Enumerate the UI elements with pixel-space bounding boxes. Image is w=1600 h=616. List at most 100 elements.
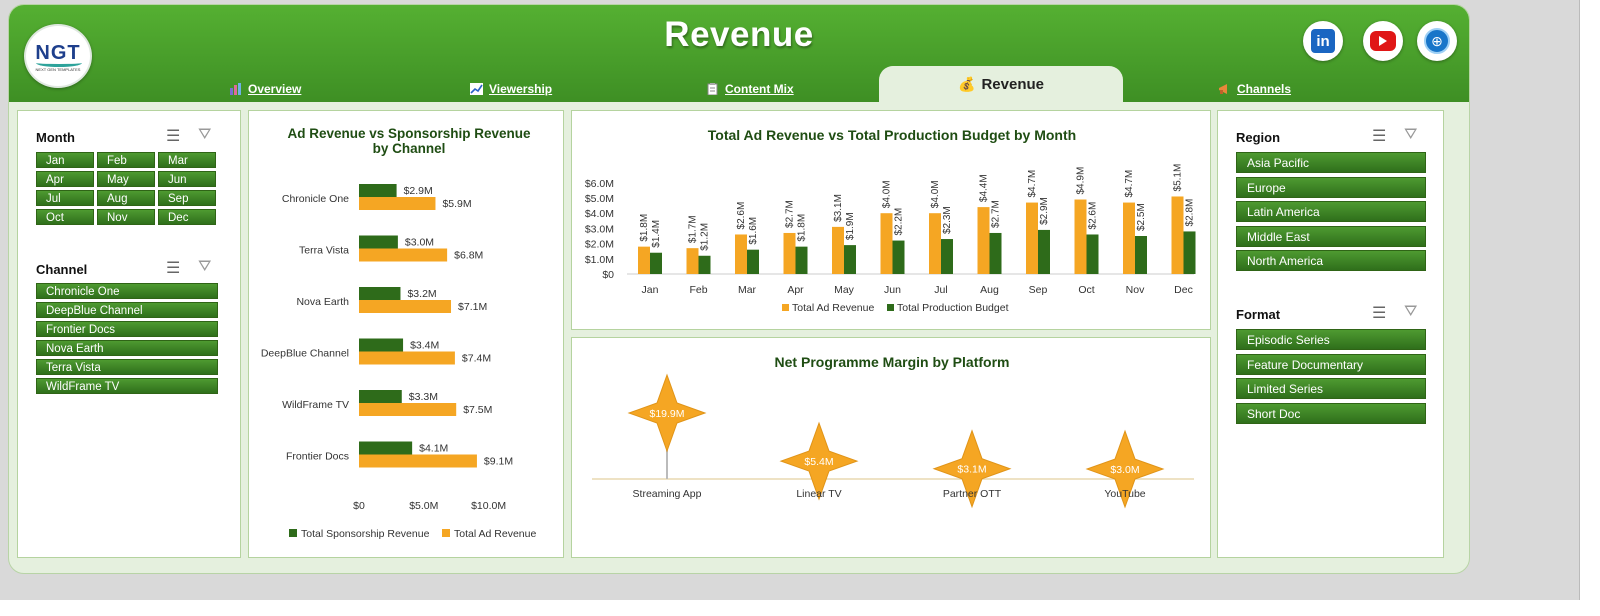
channel-revenue-chart-panel: Ad Revenue vs Sponsorship Revenue by Cha… <box>248 110 564 558</box>
bar-chart-icon <box>230 83 241 95</box>
logo-subtext: NEXT GEN TEMPLATES <box>35 67 81 72</box>
month-button-jan[interactable]: Jan <box>36 152 94 168</box>
budget-column <box>747 249 759 274</box>
data-label: $7.4M <box>462 353 491 365</box>
star-marker <box>779 421 859 501</box>
channel-button[interactable]: DeepBlue Channel <box>36 302 218 318</box>
youtube-button[interactable] <box>1363 21 1403 61</box>
megaphone-icon <box>1219 84 1227 94</box>
ad-revenue-column <box>1026 202 1038 274</box>
region-button[interactable]: Middle East <box>1236 225 1426 247</box>
format-button[interactable]: Feature Documentary <box>1236 353 1426 375</box>
month-button-feb[interactable]: Feb <box>97 152 155 168</box>
star-marker <box>1085 429 1165 509</box>
region-button[interactable]: North America <box>1236 250 1426 271</box>
month-button-nov[interactable]: Nov <box>97 209 155 225</box>
channel-button[interactable]: Nova Earth <box>36 340 218 356</box>
month-button-mar[interactable]: Mar <box>158 152 216 168</box>
budget-column <box>650 252 662 274</box>
channel-button[interactable]: Terra Vista <box>36 359 218 375</box>
channel-button[interactable]: WildFrame TV <box>36 378 218 394</box>
multi-select-icon[interactable]: ☰ <box>1372 305 1387 322</box>
website-button[interactable]: ⊕ <box>1417 21 1457 61</box>
y-tick-label: $3.0M <box>585 223 614 235</box>
month-button-jun[interactable]: Jun <box>158 171 216 187</box>
data-label: $5.1M <box>1173 164 1184 192</box>
data-label: $4.0M <box>930 180 941 208</box>
legend-swatch <box>442 529 450 537</box>
channel-button[interactable]: Frontier Docs <box>36 321 218 337</box>
data-label: $4.7M <box>1027 170 1038 198</box>
multi-select-icon[interactable]: ☰ <box>166 128 181 145</box>
x-tick-label: Oct <box>1078 284 1094 296</box>
y-tick-label: $2.0M <box>585 239 614 251</box>
region-button[interactable]: Europe <box>1236 176 1426 198</box>
data-label: $1.9M <box>845 212 856 240</box>
data-label: $2.9M <box>1039 197 1050 225</box>
sponsorship-bar <box>359 287 401 300</box>
month-button-apr[interactable]: Apr <box>36 171 94 187</box>
data-label: $3.1M <box>833 194 844 222</box>
data-label: $3.4M <box>410 340 439 352</box>
month-button-jul[interactable]: Jul <box>36 190 94 206</box>
clear-filter-icon[interactable]: ⛛ <box>1404 303 1418 320</box>
multi-select-icon[interactable]: ☰ <box>1372 128 1387 145</box>
money-bag-icon: 💰 <box>958 75 976 92</box>
chart-title: Total Ad Revenue vs Total Production Bud… <box>707 127 1077 143</box>
linkedin-button[interactable]: in <box>1303 21 1343 61</box>
data-label: $3.0M <box>1110 464 1139 476</box>
right-slicer-panel: Region ☰ ⛛ Asia Pacific Europe Latin Ameri… <box>1217 110 1444 558</box>
clear-filter-icon[interactable]: ⛛ <box>198 126 212 143</box>
data-label: $19.9M <box>649 408 684 420</box>
legend-label: Total Sponsorship Revenue <box>301 528 430 540</box>
legend-swatch <box>782 304 789 311</box>
clear-filter-icon[interactable]: ⛛ <box>1404 126 1418 143</box>
format-button[interactable]: Short Doc <box>1236 402 1426 424</box>
x-tick-label: $5.0M <box>409 500 438 512</box>
chart-title: Net Programme Margin by Platform <box>774 354 1010 370</box>
region-button[interactable]: Latin America <box>1236 201 1426 222</box>
y-tick-label: $4.0M <box>585 208 614 220</box>
x-tick-label: Sep <box>1029 284 1048 296</box>
month-button-sep[interactable]: Sep <box>158 190 216 206</box>
month-button-aug[interactable]: Aug <box>97 190 155 206</box>
ad-revenue-bar <box>359 403 457 416</box>
month-button-oct[interactable]: Oct <box>36 209 94 225</box>
star-marker <box>627 373 707 453</box>
page-title: Revenue <box>664 15 814 54</box>
multi-select-icon[interactable]: ☰ <box>166 260 181 277</box>
clear-filter-icon[interactable]: ⛛ <box>198 258 212 275</box>
budget-column <box>941 239 953 274</box>
logo-swoosh <box>36 59 82 67</box>
channel-button[interactable]: Chronicle One <box>36 283 218 299</box>
chart-title: Ad Revenue vs Sponsorship Revenue by Cha… <box>287 126 531 156</box>
ad-revenue-column <box>832 226 844 274</box>
clipboard-icon <box>707 83 718 95</box>
ad-revenue-column <box>1123 202 1135 274</box>
ad-revenue-column <box>735 234 747 274</box>
tab-overview[interactable]: Overview <box>229 78 301 100</box>
month-button-dec[interactable]: Dec <box>158 209 216 225</box>
ad-revenue-column <box>929 213 941 274</box>
format-button[interactable]: Episodic Series <box>1236 329 1426 350</box>
ad-revenue-bar <box>359 454 477 468</box>
dashboard-frame: NGT NEXT GEN TEMPLATES Revenue in ⊕ Over… <box>8 4 1470 574</box>
region-button[interactable]: Asia Pacific <box>1236 152 1426 173</box>
month-button-may[interactable]: May <box>97 171 155 187</box>
tab-viewership[interactable]: Viewership <box>470 78 552 100</box>
format-button[interactable]: Limited Series <box>1236 378 1426 399</box>
tab-channels[interactable]: Channels <box>1218 78 1291 100</box>
x-tick-label: Jul <box>934 284 947 296</box>
x-tick-label: $10.0M <box>471 500 506 512</box>
ad-revenue-bar <box>359 300 452 313</box>
star-marker <box>932 429 1012 509</box>
tab-revenue[interactable]: 💰 Revenue <box>879 66 1123 102</box>
category-label: Streaming App <box>633 488 702 500</box>
tab-content-mix[interactable]: Content Mix <box>706 78 794 100</box>
data-label: $2.3M <box>942 206 953 234</box>
legend-swatch <box>289 529 297 537</box>
sponsorship-bar <box>359 235 398 249</box>
category-label: YouTube <box>1104 488 1145 500</box>
region-slicer-title: Region <box>1236 130 1281 145</box>
category-label: Frontier Docs <box>286 451 349 463</box>
